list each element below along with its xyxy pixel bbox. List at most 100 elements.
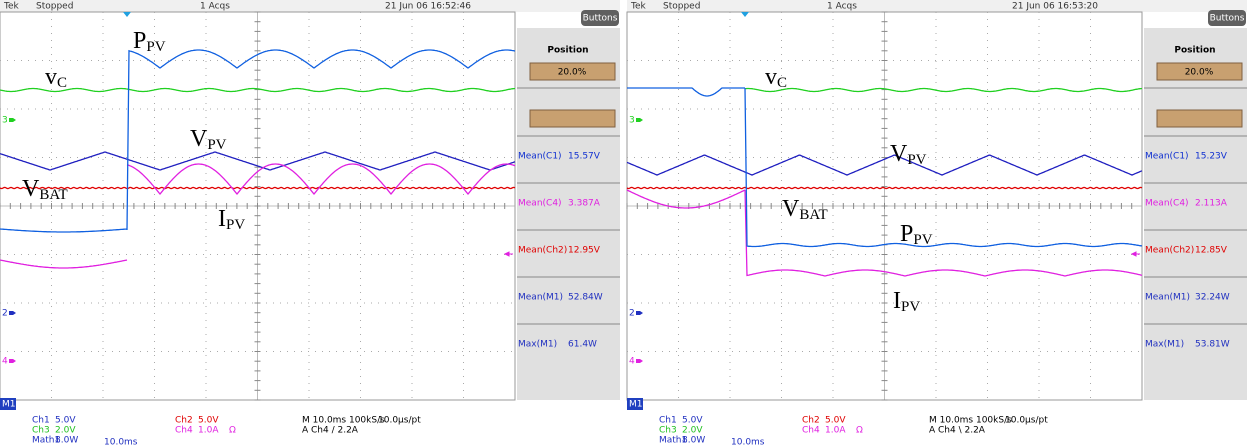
channel-marker: 4 — [2, 357, 8, 367]
math-marker: M1 — [2, 400, 16, 410]
footer-ch2: Ch2 — [802, 416, 820, 426]
label-main: v — [765, 64, 777, 90]
label-sub: BAT — [39, 187, 67, 203]
position-box[interactable] — [529, 62, 616, 81]
channel-marker: 2 — [2, 309, 8, 319]
scope-screen: Tek Stopped 1 Acqs 21 Jun 06 16:52:46 Button… — [0, 0, 620, 445]
trace — [744, 189, 1143, 277]
footer-math1-time: 10.0ms — [731, 438, 765, 445]
marker-arrow — [9, 359, 16, 363]
timestamp: 21 Jun 06 16:52:46 — [385, 2, 471, 12]
footer-ch3-scale: 2.0V — [682, 426, 703, 436]
footer-math1-scale: 8.0W — [55, 436, 78, 445]
trigger-marker — [123, 12, 131, 17]
readout-label: Mean(C1) — [518, 152, 562, 162]
readout-label: Mean(C1) — [1145, 152, 1189, 162]
position-box[interactable] — [1156, 62, 1243, 81]
trace-label: PPV — [133, 28, 166, 56]
readout-label: Max(M1) — [518, 340, 557, 350]
readout-value: 32.24W — [1195, 293, 1230, 303]
readout-value: 12.85V — [1195, 246, 1228, 256]
trace — [0, 186, 516, 190]
trace-label: IPV — [893, 288, 920, 316]
footer-ch4-unit: Ω — [229, 426, 236, 436]
footer-ch3: Ch3 — [659, 426, 677, 436]
channel-marker: 4 — [629, 357, 635, 367]
acquisitions: 1 Acqs — [827, 2, 857, 12]
ref-arrow — [503, 251, 513, 257]
ref-arrow — [1130, 251, 1140, 257]
footer-ch4: Ch4 — [175, 426, 193, 436]
buttons-label: Buttons — [583, 14, 618, 24]
footer-trigger: A Ch4 / 2.2A — [302, 426, 359, 436]
buttons-button[interactable] — [581, 10, 619, 26]
header-bar — [627, 0, 1247, 12]
label-sub: PV — [207, 137, 226, 153]
trace-label: VBAT — [22, 176, 68, 204]
label-sub: C — [777, 75, 787, 91]
readout-label: Mean(M1) — [1145, 293, 1190, 303]
readout-label: Mean(C4) — [1145, 199, 1189, 209]
empty-box — [529, 109, 616, 128]
buttons-button[interactable] — [1208, 10, 1246, 26]
footer-ch4: Ch4 — [802, 426, 820, 436]
footer-math1-scale: 8.0W — [682, 436, 705, 445]
readout-label: Mean(Ch2) — [1145, 246, 1194, 256]
marker-arrow — [636, 311, 643, 315]
footer-trigger: A Ch4 \ 2.2A — [929, 426, 986, 436]
readout-value: 12.95V — [568, 246, 601, 256]
label-sub: C — [57, 75, 67, 91]
trigger-marker — [741, 12, 749, 17]
buttons-label: Buttons — [1210, 14, 1245, 24]
footer-ch1: Ch1 — [659, 416, 677, 426]
trace-label: VPV — [890, 141, 927, 169]
acquisitions: 1 Acqs — [200, 2, 230, 12]
trace — [744, 87, 1143, 248]
position-value: 20.0% — [558, 68, 587, 78]
readout-label: Mean(C4) — [518, 199, 562, 209]
readout-value: 52.84W — [568, 293, 603, 303]
footer-ch1-scale: 5.0V — [682, 416, 703, 426]
header-bar — [0, 0, 620, 12]
footer-ch2-scale: 5.0V — [825, 416, 846, 426]
footer-timebase: M 10.0ms 100kS/s — [302, 416, 385, 426]
footer-ch1: Ch1 — [32, 416, 50, 426]
side-menu — [517, 28, 620, 400]
readout-value: 53.81W — [1195, 340, 1230, 350]
menu-title: Position — [1174, 46, 1215, 56]
readout-value: 2.113A — [1195, 199, 1228, 209]
side-menu — [1144, 28, 1247, 400]
trace — [126, 49, 516, 231]
readout-value: 15.57V — [568, 152, 601, 162]
footer-math1-time: 10.0ms — [104, 438, 138, 445]
trace — [627, 87, 745, 97]
trace — [745, 87, 1143, 93]
label-main: V — [190, 126, 208, 152]
footer-ch1-scale: 5.0V — [55, 416, 76, 426]
footer-resolution: 10.0µs/pt — [378, 416, 421, 426]
label-main: I — [218, 206, 226, 232]
trace — [126, 163, 516, 196]
label-sub: PV — [226, 217, 245, 233]
marker-arrow — [636, 359, 643, 363]
trace — [626, 154, 1143, 176]
trace — [626, 189, 746, 209]
label-main: V — [890, 141, 908, 167]
brand: Tek — [630, 2, 647, 12]
trace-label: vC — [45, 64, 67, 92]
footer-ch4-scale: 1.0A — [825, 426, 846, 436]
readout-label: Mean(M1) — [518, 293, 563, 303]
label-main: V — [22, 176, 40, 202]
footer-math1: Math1 — [32, 436, 60, 445]
marker-arrow — [636, 118, 643, 122]
trace — [0, 151, 516, 171]
trace-label: PPV — [900, 221, 933, 249]
footer-timebase: M 10.0ms 100kS/s — [929, 416, 1012, 426]
footer-resolution: 10.0µs/pt — [1005, 416, 1048, 426]
label-main: I — [893, 288, 901, 314]
trace-label: VPV — [190, 126, 227, 154]
empty-box — [1156, 109, 1243, 128]
label-main: P — [133, 28, 146, 54]
trace — [0, 228, 128, 233]
